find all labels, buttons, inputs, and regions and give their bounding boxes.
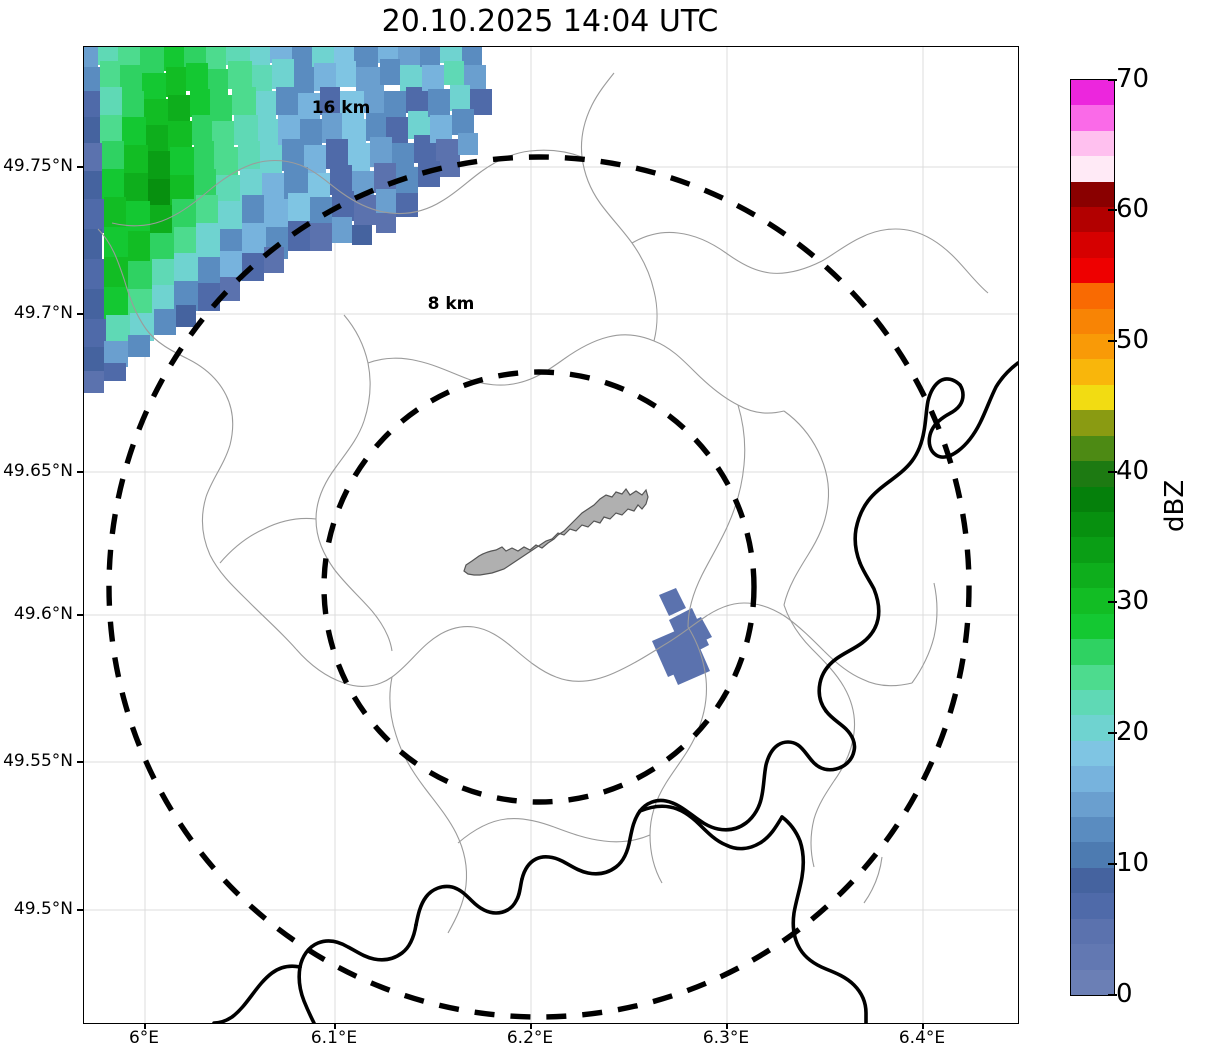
colorbar-axis-label: dBZ [1160, 479, 1190, 532]
colorbar-band [1071, 715, 1114, 741]
colorbar-tick-label: 30 [1116, 586, 1150, 616]
colorbar-band [1071, 410, 1114, 436]
range-rings [106, 154, 972, 1020]
y-tickmark [77, 761, 83, 763]
colorbar-band [1071, 206, 1114, 233]
colorbar-band [1071, 105, 1114, 131]
y-tick-label: 49.75°N [3, 156, 73, 176]
colorbar-band [1071, 486, 1114, 512]
x-tickmark [334, 1023, 336, 1029]
x-tick-label: 6.2°E [506, 1028, 554, 1048]
colorbar-band [1071, 283, 1114, 309]
colorbar-tick-label: 10 [1116, 848, 1150, 878]
y-tickmark [77, 313, 83, 315]
colorbar-tickmark [1108, 340, 1117, 342]
x-tick-label: 6°E [128, 1028, 160, 1048]
colorbar-band [1071, 181, 1114, 207]
y-tick-label: 49.65°N [3, 461, 73, 481]
colorbar-band [1071, 842, 1114, 868]
x-tick-label: 6.4°E [898, 1028, 946, 1048]
y-tickmark [77, 909, 83, 911]
colorbar-band [1071, 334, 1114, 360]
colorbar-tickmark [1108, 79, 1117, 81]
gridlines [84, 47, 1018, 1023]
colorbar[interactable] [1070, 79, 1115, 996]
colorbar-tickmark [1108, 994, 1117, 996]
x-tick-label: 6.3°E [702, 1028, 750, 1048]
x-tickmark [922, 1023, 924, 1029]
admin-boundaries [97, 72, 989, 934]
colorbar-band [1071, 588, 1114, 614]
range-ring-label-16km: 16 km [311, 98, 371, 118]
colorbar-band [1071, 359, 1114, 385]
colorbar-band [1071, 664, 1114, 690]
colorbar-band [1071, 130, 1114, 157]
y-tickmark [77, 614, 83, 616]
colorbar-tick-label: 0 [1116, 979, 1133, 1009]
map-canvas [84, 47, 1018, 1023]
radar-echo-cluster-south [652, 588, 712, 685]
colorbar-tickmark [1108, 863, 1117, 865]
x-tick-label: 6.1°E [310, 1028, 358, 1048]
y-tickmark [77, 166, 83, 168]
colorbar-band [1071, 969, 1114, 995]
colorbar-band [1071, 817, 1114, 843]
colorbar-band [1071, 893, 1114, 919]
colorbar-band [1071, 461, 1114, 487]
colorbar-band [1071, 511, 1114, 538]
colorbar-band [1071, 766, 1114, 792]
colorbar-band [1071, 384, 1114, 411]
urban-area-polygon [463, 487, 649, 576]
colorbar-band [1071, 613, 1114, 640]
colorbar-tickmark [1108, 601, 1117, 603]
y-tick-label: 49.5°N [13, 899, 73, 919]
country-border [212, 361, 1018, 1023]
colorbar-band [1071, 257, 1114, 284]
y-tickmark [77, 471, 83, 473]
colorbar-band [1071, 740, 1114, 767]
y-tick-label: 49.55°N [3, 751, 73, 771]
page-title: 20.10.2025 14:04 UTC [381, 4, 719, 39]
colorbar-band [1071, 156, 1114, 182]
colorbar-band [1071, 791, 1114, 818]
colorbar-tickmark [1108, 471, 1117, 473]
x-tickmark [144, 1023, 146, 1029]
colorbar-band [1071, 308, 1114, 335]
range-ring-16km [106, 154, 972, 1020]
colorbar-tick-label: 70 [1116, 64, 1150, 94]
colorbar-band [1071, 944, 1114, 970]
radar-echo-field [84, 47, 492, 393]
x-tickmark [530, 1023, 532, 1029]
colorbar-band [1071, 918, 1114, 945]
colorbar-band [1071, 867, 1114, 894]
range-ring-8km [321, 369, 757, 805]
colorbar-band [1071, 79, 1114, 106]
x-tickmark [726, 1023, 728, 1029]
colorbar-tick-label: 60 [1116, 194, 1150, 224]
colorbar-band [1071, 562, 1114, 589]
colorbar-tick-label: 50 [1116, 325, 1150, 355]
colorbar-band [1071, 639, 1114, 665]
colorbar-band [1071, 435, 1114, 462]
y-tick-label: 49.6°N [13, 604, 73, 624]
colorbar-tickmark [1108, 732, 1117, 734]
range-ring-label-8km: 8 km [427, 294, 475, 314]
radar-map[interactable]: 16 km 8 km [83, 46, 1019, 1024]
colorbar-tick-label: 40 [1116, 456, 1150, 486]
colorbar-tickmark [1108, 209, 1117, 211]
colorbar-band [1071, 689, 1114, 716]
colorbar-band [1071, 232, 1114, 258]
y-tick-label: 49.7°N [13, 303, 73, 323]
colorbar-tick-label: 20 [1116, 717, 1150, 747]
colorbar-band [1071, 537, 1114, 563]
